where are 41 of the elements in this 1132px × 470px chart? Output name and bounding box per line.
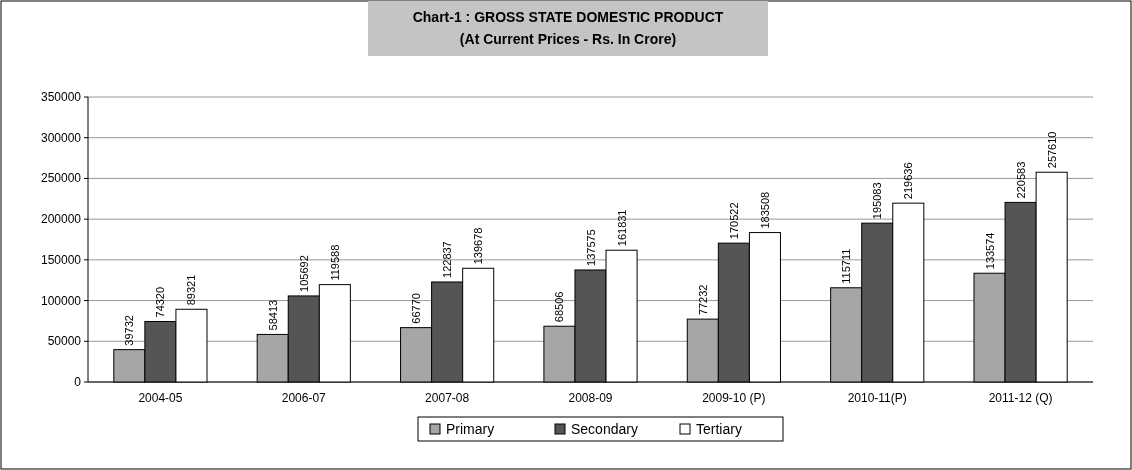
data-label: 220583 xyxy=(1014,161,1027,199)
data-label: 133574 xyxy=(983,232,996,270)
legend-label: Tertiary xyxy=(696,421,742,437)
data-label: 257610 xyxy=(1045,131,1058,169)
y-tick-label: 0 xyxy=(74,375,82,389)
data-label: 170522 xyxy=(727,202,740,240)
x-tick-label: 2010-11(P) xyxy=(847,391,907,405)
x-tick-label: 2008-09 xyxy=(568,391,613,405)
y-tick-label: 350000 xyxy=(40,90,82,104)
data-label: 161831 xyxy=(615,209,628,247)
data-label: 68506 xyxy=(553,291,566,323)
data-label: 195083 xyxy=(871,182,884,220)
data-label: 122837 xyxy=(441,241,454,278)
data-label: 139678 xyxy=(472,227,485,265)
data-label: 66770 xyxy=(410,293,423,324)
data-label: 58413 xyxy=(266,299,279,331)
x-tick-label: 2011-12 (Q) xyxy=(988,391,1053,405)
data-label: 105692 xyxy=(297,255,310,292)
y-tick-label: 250000 xyxy=(40,171,82,186)
y-tick-label: 100000 xyxy=(40,293,82,308)
y-tick-label: 50000 xyxy=(47,334,82,349)
data-label: 219636 xyxy=(902,162,915,200)
legend-label: Primary xyxy=(446,421,495,437)
data-label: 39732 xyxy=(123,315,136,346)
y-tick-label: 300000 xyxy=(40,130,82,145)
data-label: 77232 xyxy=(696,284,709,316)
x-tick-label: 2006-07 xyxy=(281,391,327,405)
x-tick-label: 2007-08 xyxy=(425,391,470,405)
x-tick-label: 2009-10 (P) xyxy=(702,391,766,405)
data-label: 137575 xyxy=(584,229,597,266)
y-tick-label: 200000 xyxy=(40,212,82,227)
x-tick-label: 2004-05 xyxy=(138,391,183,405)
data-label: 89321 xyxy=(185,274,198,306)
data-label: 119588 xyxy=(328,244,341,281)
data-label: 74320 xyxy=(154,286,167,318)
legend-label: Secondary xyxy=(571,421,638,437)
y-tick-label: 150000 xyxy=(40,252,82,267)
chart-subtitle: (At Current Prices - Rs. In Crore) xyxy=(459,31,677,47)
data-label: 183508 xyxy=(758,191,771,229)
data-label: 115711 xyxy=(840,248,853,284)
chart-title: Chart-1 : GROSS STATE DOMESTIC PRODUCT xyxy=(412,9,724,25)
